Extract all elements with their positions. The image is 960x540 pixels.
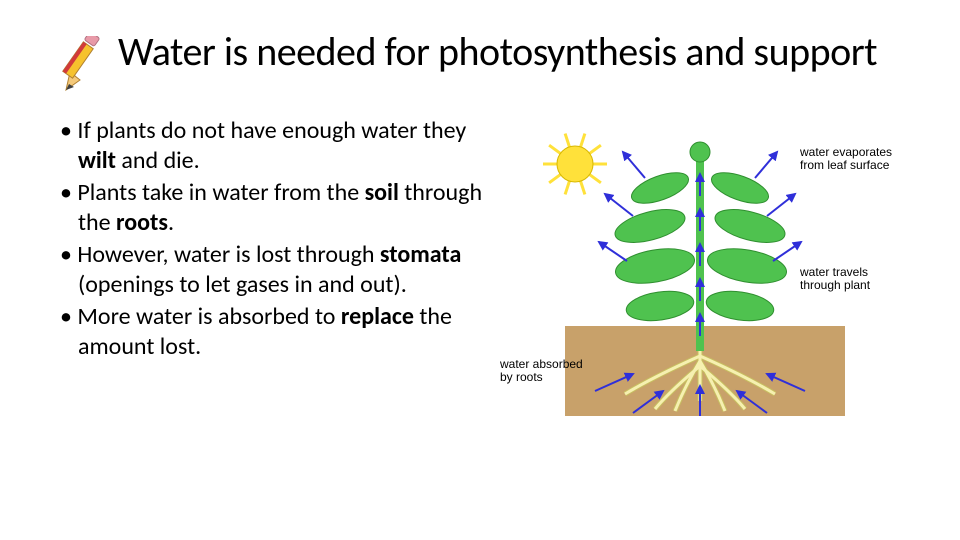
- bullet-text: Plants take in water from the: [77, 178, 364, 207]
- pencil-icon: [60, 36, 108, 92]
- bullet-item: Plants take in water from the soil throu…: [60, 178, 490, 238]
- label-line: through plant: [800, 278, 870, 292]
- bullet-item: However, water is lost through stomata (…: [60, 240, 490, 300]
- bullet-highlight: soil: [365, 178, 399, 207]
- label-line: from leaf surface: [800, 158, 889, 172]
- label-line: water evaporates: [800, 145, 892, 159]
- label-travels: water travels through plant: [800, 266, 910, 292]
- bullet-text: However, water is lost through: [77, 240, 380, 269]
- plant-water-diagram: water evaporates from leaf surface water…: [500, 116, 910, 436]
- label-line: water absorbed: [500, 357, 583, 371]
- bullet-text: (openings to let gases in and out).: [78, 270, 407, 299]
- bullet-text: More water is absorbed to: [77, 302, 340, 331]
- bullet-list: If plants do not have enough water they …: [60, 116, 490, 436]
- bullet-item: More water is absorbed to replace the am…: [60, 302, 490, 362]
- slide-title: Water is needed for photosynthesis and s…: [118, 30, 877, 74]
- bullet-text: and die.: [116, 146, 200, 175]
- bullet-text: .: [168, 208, 174, 237]
- bullet-highlight: wilt: [78, 146, 116, 175]
- bullet-highlight: stomata: [380, 240, 461, 269]
- label-line: by roots: [500, 370, 543, 384]
- label-absorbed: water absorbed by roots: [500, 358, 610, 384]
- bullet-text: If plants do not have enough water they: [77, 116, 466, 145]
- bullet-highlight: roots: [116, 208, 168, 237]
- bullet-item: If plants do not have enough water they …: [60, 116, 490, 176]
- label-line: water travels: [800, 265, 868, 279]
- bullet-highlight: replace: [341, 302, 414, 331]
- label-evaporates: water evaporates from leaf surface: [800, 146, 910, 172]
